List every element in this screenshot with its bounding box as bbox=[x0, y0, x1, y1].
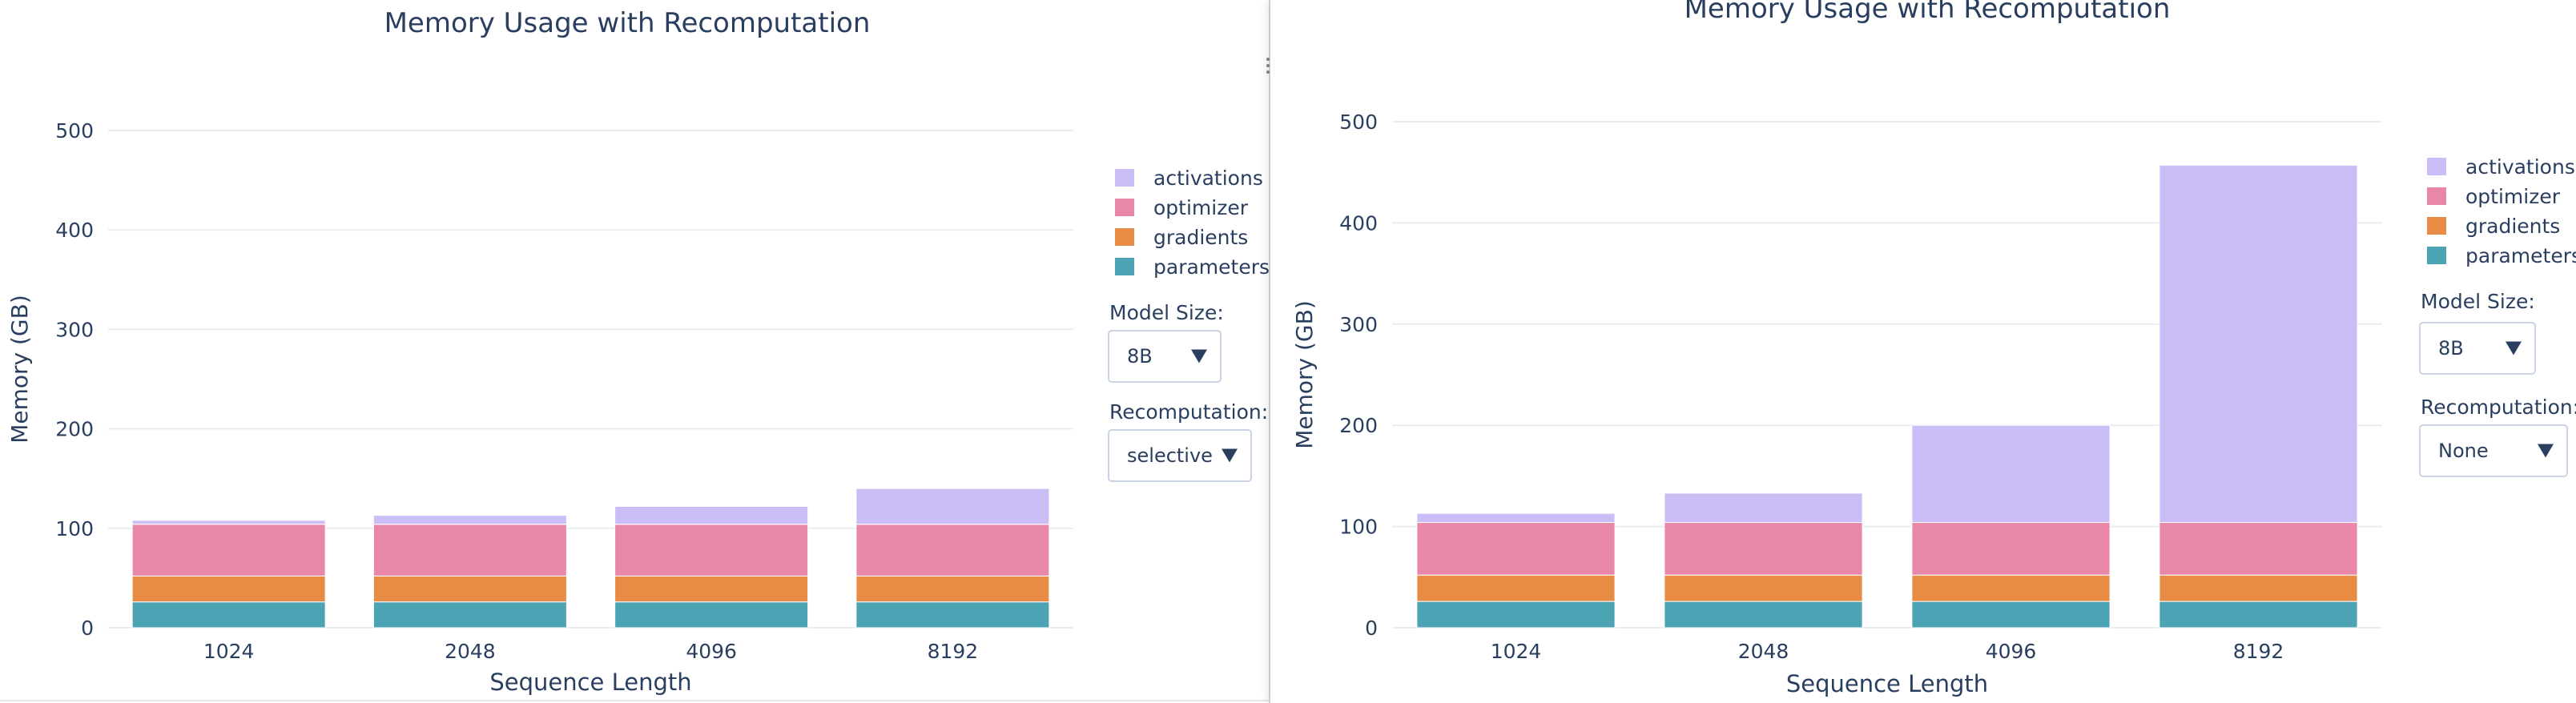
bar-parameters-8192 bbox=[2159, 601, 2358, 629]
x-tick-label: 8192 bbox=[2233, 640, 2284, 663]
x-tick-label: 2048 bbox=[445, 640, 496, 663]
legend-label-optimizer: optimizer bbox=[1153, 196, 1249, 219]
recomputation-dropdown[interactable]: None bbox=[2419, 424, 2568, 477]
y-tick-label: 100 bbox=[1339, 516, 1378, 539]
bar-gradients-4096 bbox=[1911, 574, 2111, 602]
caret-down-icon bbox=[2538, 444, 2554, 458]
model-size-label: Model Size: bbox=[2421, 290, 2535, 313]
bar-activations-1024 bbox=[1416, 512, 1616, 524]
x-tick-label: 1024 bbox=[203, 640, 255, 663]
y-tick-label: 300 bbox=[55, 318, 94, 341]
y-tick-label: 300 bbox=[1339, 313, 1378, 336]
legend-swatch-activations bbox=[2427, 158, 2446, 175]
bar-gradients-8192 bbox=[2159, 574, 2358, 602]
legend-label-gradients: gradients bbox=[2465, 215, 2560, 238]
chart-panel-right: Memory Usage with Recomputation 0 100 200 30… bbox=[1270, 0, 2576, 703]
bar-gradients-4096 bbox=[614, 575, 809, 603]
bar-gradients-1024 bbox=[131, 575, 326, 603]
bar-optimizer-8192 bbox=[855, 524, 1050, 576]
model-size-label: Model Size: bbox=[1109, 301, 1224, 324]
caret-down-icon bbox=[1191, 349, 1207, 364]
bar-parameters-2048 bbox=[372, 601, 567, 629]
bar-parameters-4096 bbox=[614, 601, 809, 629]
y-tick-label: 100 bbox=[55, 517, 94, 540]
bar-gradients-2048 bbox=[372, 575, 567, 603]
y-tick-label: 400 bbox=[1339, 211, 1378, 235]
bar-optimizer-1024 bbox=[1416, 522, 1616, 576]
recomputation-label: Recomputation: bbox=[1109, 400, 1269, 424]
bar-gradients-1024 bbox=[1416, 574, 1616, 602]
legend-swatch-parameters bbox=[2427, 247, 2446, 264]
bar-optimizer-2048 bbox=[1664, 522, 1863, 576]
bar-parameters-2048 bbox=[1664, 601, 1863, 629]
bar-activations-4096 bbox=[1911, 424, 2111, 524]
legend-swatch-activations bbox=[1115, 169, 1134, 187]
y-tick-label: 0 bbox=[81, 617, 94, 640]
y-tick-label: 200 bbox=[1339, 414, 1378, 437]
recomputation-value: selective bbox=[1127, 444, 1213, 467]
x-tick-label: 2048 bbox=[1738, 640, 1789, 663]
bar-activations-2048 bbox=[1664, 492, 1863, 524]
y-axis-title: Memory (GB) bbox=[6, 295, 33, 444]
legend-swatch-parameters bbox=[1115, 258, 1134, 275]
bar-activations-8192 bbox=[855, 488, 1050, 525]
recomputation-dropdown[interactable]: selective bbox=[1108, 429, 1252, 482]
caret-down-icon bbox=[2506, 341, 2522, 356]
x-tick-label: 8192 bbox=[928, 640, 979, 663]
memory-chart-left: Memory Usage with Recomputation 0 100 200 30… bbox=[6, 7, 1270, 696]
model-size-value: 8B bbox=[2438, 337, 2464, 360]
bar-optimizer-2048 bbox=[372, 524, 567, 576]
model-size-dropdown[interactable]: 8B bbox=[1108, 330, 1222, 383]
recomputation-value: None bbox=[2438, 440, 2489, 462]
panel-divider[interactable] bbox=[1269, 0, 1271, 703]
bar-activations-1024 bbox=[131, 520, 326, 525]
legend-swatch-gradients bbox=[2427, 217, 2446, 235]
legend-label-gradients: gradients bbox=[1153, 226, 1248, 249]
resize-handle-icon[interactable] bbox=[1264, 54, 1272, 86]
bar-parameters-8192 bbox=[855, 601, 1050, 629]
chart-panel-left: Memory Usage with Recomputation 0 100 200 30… bbox=[0, 0, 1270, 703]
x-axis-title: Sequence Length bbox=[489, 669, 691, 696]
x-tick-label: 4096 bbox=[686, 640, 737, 663]
bar-optimizer-4096 bbox=[1911, 522, 2111, 576]
legend-label-activations: activations bbox=[2465, 155, 2575, 179]
legend-label-parameters: parameters bbox=[1153, 255, 1270, 279]
bar-optimizer-4096 bbox=[614, 524, 809, 576]
model-size-value: 8B bbox=[1127, 345, 1153, 368]
bar-optimizer-1024 bbox=[131, 524, 326, 576]
y-tick-label: 500 bbox=[1339, 110, 1378, 134]
bottom-rule bbox=[0, 700, 1270, 701]
bar-activations-4096 bbox=[614, 505, 809, 525]
x-axis-title: Sequence Length bbox=[1786, 670, 1988, 697]
legend-swatch-optimizer bbox=[2427, 187, 2446, 205]
bar-gradients-8192 bbox=[855, 575, 1050, 603]
bar-parameters-4096 bbox=[1911, 601, 2111, 629]
chart-title: Memory Usage with Recomputation bbox=[384, 7, 871, 39]
bar-activations-8192 bbox=[2159, 164, 2358, 524]
bar-parameters-1024 bbox=[131, 601, 326, 629]
bar-gradients-2048 bbox=[1664, 574, 1863, 602]
y-tick-label: 0 bbox=[1365, 617, 1378, 640]
legend-label-parameters: parameters bbox=[2465, 244, 2576, 267]
model-size-dropdown[interactable]: 8B bbox=[2419, 322, 2536, 375]
y-axis-title: Memory (GB) bbox=[1291, 300, 1318, 449]
legend-label-optimizer: optimizer bbox=[2465, 185, 2561, 208]
caret-down-icon bbox=[1222, 448, 1238, 463]
y-tick-label: 400 bbox=[55, 219, 94, 242]
y-tick-label: 500 bbox=[55, 119, 94, 143]
bar-parameters-1024 bbox=[1416, 601, 1616, 629]
recomputation-label: Recomputation: bbox=[2421, 396, 2576, 419]
bar-optimizer-8192 bbox=[2159, 522, 2358, 576]
x-tick-label: 4096 bbox=[1986, 640, 2037, 663]
y-tick-label: 200 bbox=[55, 418, 94, 441]
chart-title: Memory Usage with Recomputation bbox=[1684, 0, 2171, 25]
legend-swatch-gradients bbox=[1115, 228, 1134, 246]
legend-swatch-optimizer bbox=[1115, 199, 1134, 216]
x-tick-label: 1024 bbox=[1491, 640, 1542, 663]
bar-activations-2048 bbox=[372, 515, 567, 525]
legend-label-activations: activations bbox=[1153, 167, 1263, 190]
memory-chart-right: Memory Usage with Recomputation 0 100 200 30… bbox=[1291, 0, 2576, 697]
